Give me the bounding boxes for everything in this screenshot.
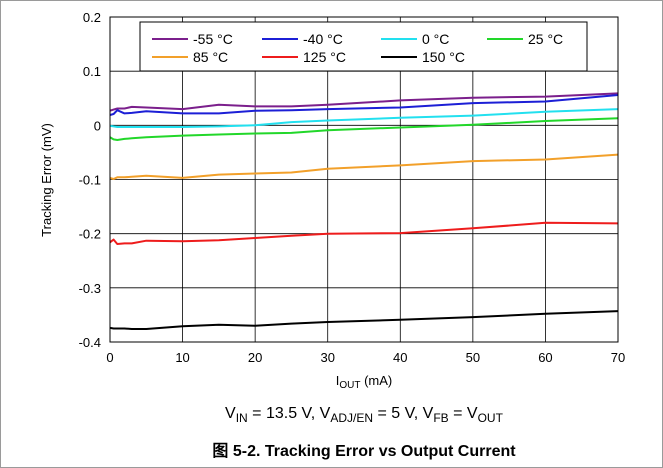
legend-item: 125 °C (262, 49, 346, 65)
legend-label: 25 °C (528, 31, 563, 47)
x-tick-label: 40 (393, 350, 407, 365)
legend: -55 °C -40 °C 0 °C 25 °C 85 °C 125 °C 150 °C (139, 21, 588, 72)
x-tick-label: 20 (248, 350, 262, 365)
series-line-25C-c (109, 117, 619, 141)
series-line-150C-c (109, 310, 619, 330)
series-line-minus55C-c (109, 92, 619, 112)
cond-p4: = V (449, 405, 478, 422)
y-tick-label: -0.2 (79, 227, 101, 242)
plot-border (109, 16, 619, 343)
x-tick-label: 50 (466, 350, 480, 365)
x-tick-label: 60 (538, 350, 552, 365)
cond-p4-sub: OUT (478, 411, 504, 425)
x-axis-label: IOUT (mA) (336, 373, 393, 391)
series-line-125C-c (109, 221, 619, 245)
y-tick-label: -0.3 (79, 281, 101, 296)
y-tick-label: 0 (94, 118, 101, 133)
cond-p3: = 5 V, V (373, 405, 434, 422)
y-tick-label: 0.2 (83, 10, 101, 25)
legend-item: -40 °C (262, 31, 343, 47)
legend-label: 85 °C (193, 49, 228, 65)
y-tick-label: 0.1 (83, 64, 101, 79)
legend-item: -55 °C (152, 31, 233, 47)
legend-label: -55 °C (193, 31, 233, 47)
y-axis-label: Tracking Error (mV) (39, 123, 54, 237)
x-tick-label: 70 (611, 350, 625, 365)
cond-p2: = 13.5 V, V (248, 405, 331, 422)
x-tick-label: 0 (106, 350, 113, 365)
ticks: 0 10 20 30 40 50 60 70 0.2 0.1 0 -0.1 -0.2 -0.3 -0.4 (79, 10, 626, 365)
series-layer (109, 92, 619, 330)
cond-p3-sub: FB (433, 411, 448, 425)
x-tick-label: 10 (175, 350, 189, 365)
x-axis-label-unit: (mA) (360, 373, 392, 388)
x-axis-label-main: I (336, 373, 340, 388)
legend-item: 150 °C (381, 49, 465, 65)
y-tick-label: -0.4 (79, 335, 101, 350)
series-line-0C-c (109, 108, 619, 128)
cond-p1-sub: IN (236, 411, 248, 425)
x-axis-label-sub: OUT (339, 380, 360, 391)
legend-label: -40 °C (303, 31, 343, 47)
figure-caption: 图 5-2. Tracking Error vs Output Current (212, 442, 516, 460)
x-tick-label: 30 (320, 350, 334, 365)
legend-label: 150 °C (422, 49, 465, 65)
legend-item: 0 °C (381, 31, 449, 47)
legend-label: 0 °C (422, 31, 449, 47)
legend-item: 85 °C (152, 49, 228, 65)
cond-p2-sub: ADJ/EN (330, 411, 373, 425)
cond-p1: V (225, 405, 236, 422)
series-line-minus40C-c (109, 94, 619, 116)
legend-box (139, 21, 588, 72)
legend-item: 25 °C (487, 31, 563, 47)
legend-label: 125 °C (303, 49, 346, 65)
series-line-85C-c (109, 153, 619, 180)
test-conditions: VIN = 13.5 V, VADJ/EN = 5 V, VFB = VOUT (225, 405, 504, 425)
y-tick-label: -0.1 (79, 173, 101, 188)
